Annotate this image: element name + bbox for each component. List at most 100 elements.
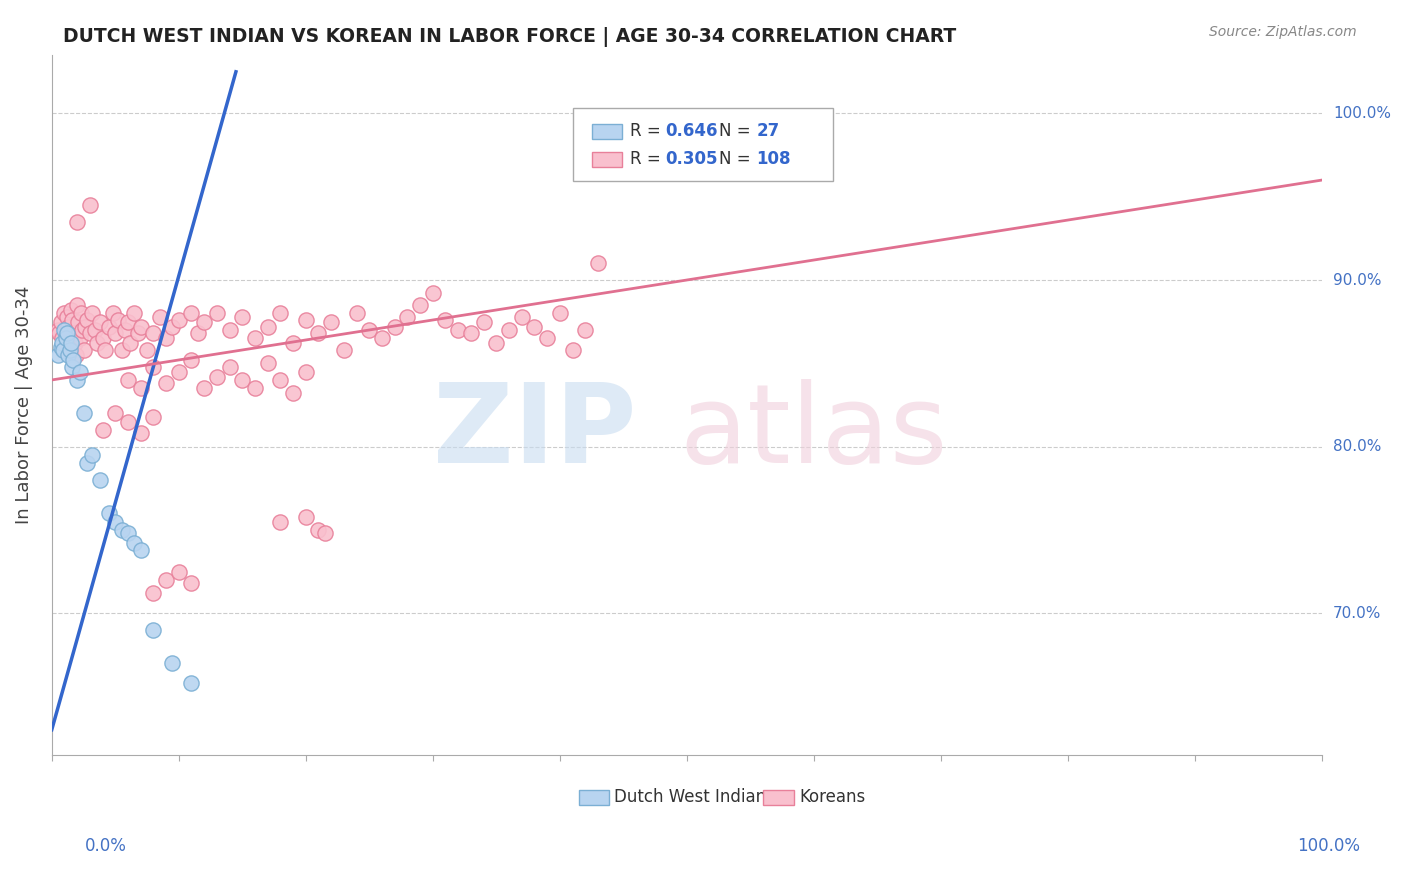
Bar <box>592 124 621 139</box>
Point <box>66 373 89 387</box>
Point <box>117 415 139 429</box>
Point <box>308 326 330 341</box>
Point <box>167 365 190 379</box>
FancyBboxPatch shape <box>572 108 832 181</box>
Bar <box>579 789 609 805</box>
Point <box>53 323 76 337</box>
Bar <box>763 789 793 805</box>
Point <box>62 353 84 368</box>
Point <box>117 526 139 541</box>
Text: 100.0%: 100.0% <box>1298 837 1360 855</box>
Text: 70.0%: 70.0% <box>1333 606 1381 621</box>
Point <box>70 323 93 337</box>
Point <box>434 313 457 327</box>
Point <box>162 656 184 670</box>
Point <box>55 331 77 345</box>
Point <box>79 326 101 341</box>
Point <box>69 331 91 345</box>
Point <box>49 340 72 354</box>
Text: 80.0%: 80.0% <box>1333 439 1381 454</box>
Point <box>561 343 583 357</box>
Point <box>409 298 432 312</box>
Point <box>58 348 80 362</box>
Point <box>321 315 343 329</box>
Text: 0.646: 0.646 <box>665 122 717 140</box>
Point <box>129 319 152 334</box>
Point <box>127 326 149 341</box>
Point <box>97 319 120 334</box>
Text: 27: 27 <box>756 122 780 140</box>
Point <box>129 542 152 557</box>
Point <box>67 315 90 329</box>
Text: atlas: atlas <box>679 379 948 486</box>
Point <box>60 359 83 374</box>
Point <box>142 623 165 637</box>
Point <box>308 523 330 537</box>
Point <box>91 423 114 437</box>
Point <box>422 286 444 301</box>
Point <box>69 365 91 379</box>
Point <box>359 323 381 337</box>
Point <box>149 310 172 324</box>
Point <box>269 515 291 529</box>
Point <box>48 326 70 341</box>
Point <box>498 323 520 337</box>
Point <box>129 426 152 441</box>
Text: 108: 108 <box>756 151 792 169</box>
Point <box>101 306 124 320</box>
Point <box>86 336 108 351</box>
Point <box>49 315 72 329</box>
Point <box>104 406 127 420</box>
Point <box>167 313 190 327</box>
Point <box>114 323 136 337</box>
Point <box>59 336 82 351</box>
Point <box>167 565 190 579</box>
Point <box>396 310 419 324</box>
Point <box>346 306 368 320</box>
Point <box>110 343 132 357</box>
Point <box>82 448 104 462</box>
Point <box>66 298 89 312</box>
Point <box>94 343 117 357</box>
Text: Dutch West Indians: Dutch West Indians <box>614 789 775 806</box>
Point <box>180 353 202 368</box>
Point <box>218 323 240 337</box>
Text: R =: R = <box>630 122 665 140</box>
Point <box>89 473 111 487</box>
Point <box>371 331 394 345</box>
Point <box>142 326 165 341</box>
Point <box>53 306 76 320</box>
Point <box>58 343 80 357</box>
Point <box>117 315 139 329</box>
Text: R =: R = <box>630 151 665 169</box>
Point <box>136 343 159 357</box>
Point <box>187 326 209 341</box>
Point <box>104 515 127 529</box>
Point <box>60 313 83 327</box>
Point <box>142 409 165 424</box>
Point <box>55 323 77 337</box>
Point <box>142 359 165 374</box>
Point <box>205 306 228 320</box>
Point <box>129 381 152 395</box>
Point <box>281 386 304 401</box>
Point <box>58 340 80 354</box>
Point <box>51 336 73 351</box>
Point <box>162 319 184 334</box>
Bar <box>592 152 621 167</box>
Point <box>180 576 202 591</box>
Text: Source: ZipAtlas.com: Source: ZipAtlas.com <box>1209 25 1357 39</box>
Point <box>73 319 96 334</box>
Point <box>460 326 482 341</box>
Point <box>269 373 291 387</box>
Point <box>155 573 177 587</box>
Text: 0.0%: 0.0% <box>84 837 127 855</box>
Point <box>117 373 139 387</box>
Point <box>218 359 240 374</box>
Point <box>333 343 356 357</box>
Point <box>65 348 87 362</box>
Point <box>104 326 127 341</box>
Text: N =: N = <box>718 151 755 169</box>
Point <box>120 336 142 351</box>
Point <box>46 323 69 337</box>
